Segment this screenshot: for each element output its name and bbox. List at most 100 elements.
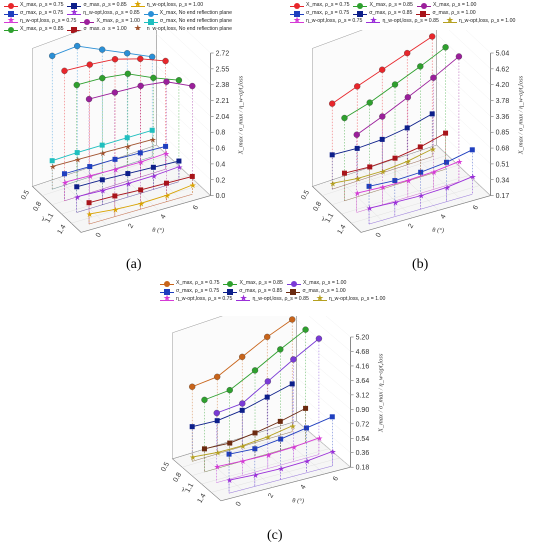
legend-label: X_max, ρ_s = 0.85	[369, 2, 413, 9]
data-point	[264, 333, 271, 341]
floor-grid-line	[411, 153, 465, 204]
z-tick-label: 2.72	[216, 51, 230, 58]
legend-item: σ_max, ρ_s = 0.75	[290, 11, 349, 17]
x-tick-label: 0.8	[312, 201, 323, 213]
floor-grid-line	[351, 185, 480, 224]
star-marker-icon: ★	[236, 294, 251, 303]
series-floor-projection	[88, 194, 193, 225]
legend-label: X_max, ρ_s = 0.85	[20, 26, 64, 33]
wall-grid-line	[296, 334, 351, 381]
legend-label: X_max, ρ_s = 1.00	[302, 280, 347, 287]
square-marker-icon	[4, 11, 18, 17]
data-point	[392, 155, 398, 161]
floor-grid-line	[211, 457, 340, 493]
chart-b: 0.17 0.34 0.51 0.68 0.85 3.36 3.78 4.20 4.62 5.04…	[300, 30, 525, 239]
star-marker-icon: ★	[160, 294, 174, 303]
data-point	[124, 50, 131, 57]
data-point: ★	[316, 434, 323, 443]
chart-a: 0.0 0.2 0.4 0.6 0.8 2.04 2.21 2.38 2.55 2.72 X_max…	[20, 30, 245, 239]
data-point	[227, 440, 233, 446]
y-tick-label: 4	[160, 213, 168, 220]
star-marker-icon: ★	[442, 16, 457, 25]
z-tick-label: 0.36	[356, 450, 370, 457]
chart-c: 0.180.360.540.720.903.123.644.164.685.20…	[160, 316, 385, 508]
data-point	[112, 193, 118, 199]
y-tick-label: 6	[192, 204, 200, 211]
wall-grid-line	[436, 113, 491, 165]
legend-item: X_max, ρ_s = 0.75	[160, 281, 219, 287]
data-point	[137, 150, 143, 156]
dot-marker-icon	[143, 11, 158, 17]
data-point	[201, 446, 207, 452]
wall-grid-line	[156, 49, 211, 101]
z-tick-label: 4.16	[356, 363, 370, 370]
data-point: ★	[137, 158, 144, 167]
panel-label-a: (a)	[126, 257, 142, 272]
x-tick-label: 0.8	[172, 472, 183, 484]
legend-item: ★ η_w-opt,loss, ρ_s = 0.85	[236, 294, 309, 303]
data-point	[354, 83, 361, 90]
data-point	[418, 169, 424, 175]
data-point	[99, 142, 105, 148]
data-point	[302, 326, 309, 333]
data-point: ★	[265, 451, 272, 460]
data-point	[124, 70, 131, 77]
data-point	[367, 164, 373, 170]
data-point	[74, 150, 80, 156]
legend-item: σ_max, ρ_s = 1.00	[416, 11, 476, 17]
data-point	[429, 33, 436, 40]
legend-item: X_max, ρ_s = 0.85	[223, 281, 283, 287]
legend-item: σ_max, ρ_s = 0.85	[353, 11, 412, 17]
series-line	[76, 166, 180, 198]
data-point	[341, 170, 347, 176]
data-point	[239, 353, 246, 361]
data-point	[404, 49, 411, 57]
series-line	[64, 153, 166, 183]
data-point: ★	[138, 199, 145, 208]
legend-item: ★ η_w-opt,loss, ρ_s = 0.75	[290, 16, 362, 25]
legend-row: ★ η_w-opt,loss, ρ_s = 0.75 ★ η_w-opt,loss, …	[290, 16, 550, 26]
data-point: ★	[226, 476, 233, 485]
z-tick-label: 0.72	[356, 421, 370, 428]
z-axis-title: X_max / σ_max / η_w-opt,loss	[518, 75, 525, 155]
wall-grid-line	[436, 33, 491, 85]
z-tick-label: 4.62	[496, 66, 510, 73]
data-point	[49, 158, 55, 164]
y-tick-label: 4	[440, 213, 448, 220]
data-point	[99, 74, 106, 82]
x-tick-label: 1.1	[184, 482, 195, 494]
wall-grid-line	[168, 30, 211, 69]
data-point: ★	[278, 465, 285, 474]
data-point: ★	[418, 192, 425, 201]
x-tick-label: 0.5	[300, 189, 311, 201]
legend-row: σ_max, ρ_s = 0.75 σ_max, ρ_s = 0.85 σ_max,…	[160, 288, 400, 296]
dot-marker-icon	[223, 281, 238, 287]
z-tick-label: 0.6	[216, 146, 226, 153]
data-point	[278, 436, 284, 442]
data-point	[74, 42, 81, 50]
data-point	[201, 396, 208, 404]
legend-item: ★ η_w-opt,loss, ρ_s = 1.00	[312, 294, 385, 303]
series-floor-projection	[216, 454, 319, 483]
data-point	[214, 373, 221, 380]
x-axis-title: λ	[41, 216, 45, 223]
data-point: ★	[112, 165, 119, 174]
data-point	[366, 183, 372, 189]
legend-item: X_max, ρ_s = 1.00	[416, 3, 476, 9]
data-point	[49, 52, 56, 60]
data-point: ★	[443, 183, 450, 192]
series-line	[88, 184, 193, 215]
data-point: ★	[74, 193, 81, 202]
data-point	[303, 405, 309, 411]
data-point	[163, 180, 169, 186]
data-point: ★	[163, 150, 170, 159]
floor-grid-line	[341, 175, 470, 215]
y-tick-label: 4	[300, 484, 308, 491]
data-point	[137, 82, 144, 90]
wall-grid-line	[296, 362, 351, 410]
z-tick-label: 3.12	[356, 392, 370, 399]
data-point	[149, 53, 156, 60]
data-point	[214, 418, 220, 424]
data-point: ★	[392, 198, 399, 207]
data-point	[125, 171, 131, 177]
